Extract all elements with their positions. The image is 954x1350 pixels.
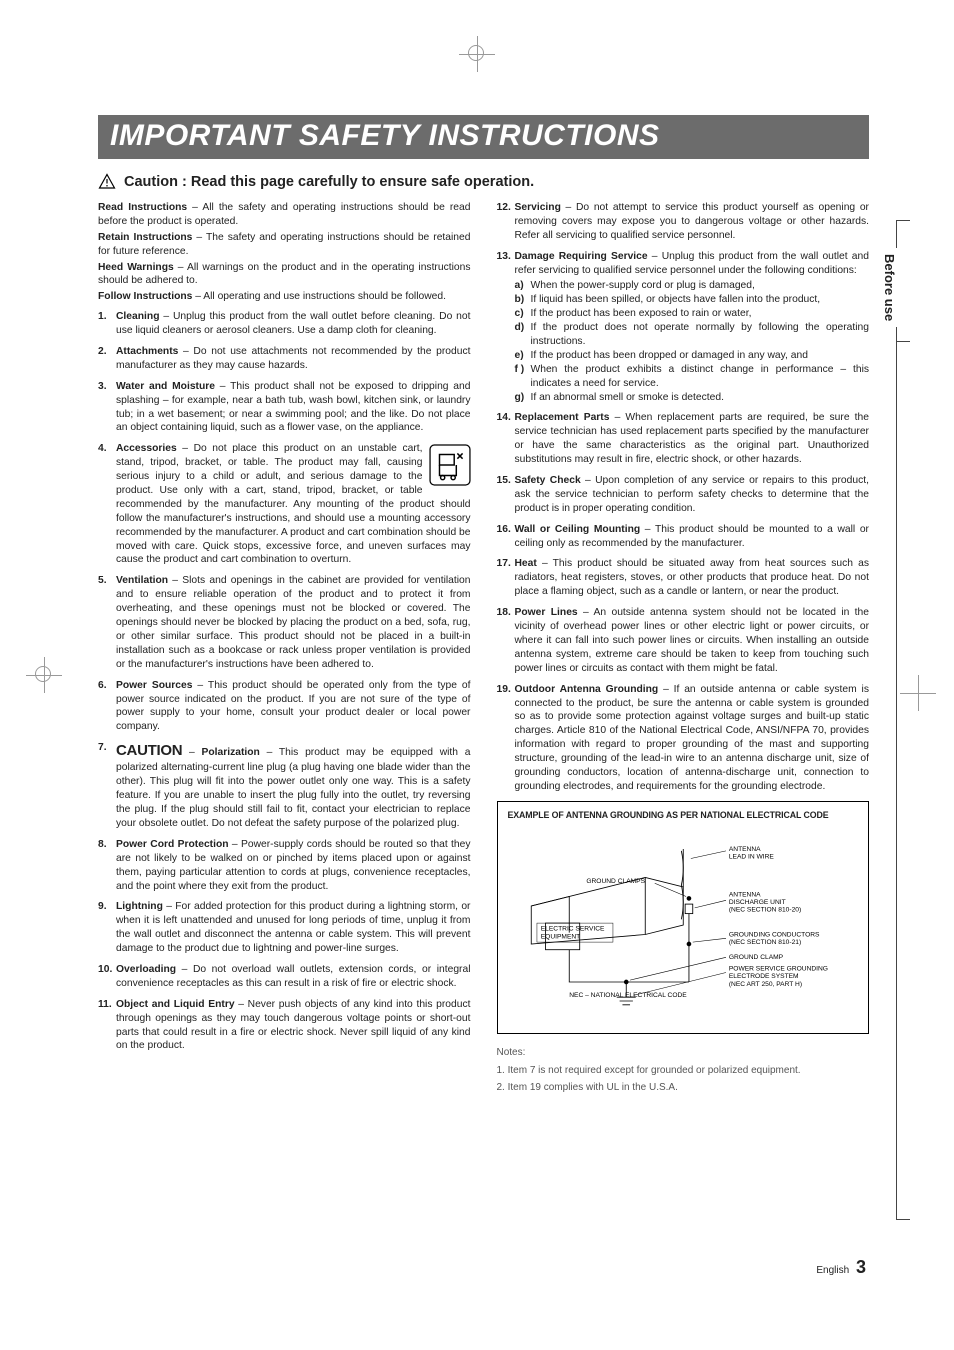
right-list: Servicing – Do not attempt to service th… bbox=[497, 201, 870, 794]
footer-page-number: 3 bbox=[856, 1257, 866, 1277]
grounding-diagram-svg: ANTENNALEAD IN WIRE GROUND CLAMPS ANTENN… bbox=[508, 830, 859, 1020]
side-index-frame bbox=[896, 220, 910, 1220]
list-item: Object and Liquid Entry – Never push obj… bbox=[98, 998, 471, 1054]
list-item: Cleaning – Unplug this product from the … bbox=[98, 310, 471, 338]
intro-line: Follow Instructions – All operating and … bbox=[98, 290, 471, 304]
lbl-ground-clamps: GROUND CLAMPS bbox=[586, 878, 645, 885]
side-tab-before-use: Before use bbox=[879, 248, 900, 327]
notes-heading: Notes: bbox=[497, 1046, 870, 1060]
page-title: IMPORTANT SAFETY INSTRUCTIONS bbox=[98, 115, 869, 159]
left-list: Cleaning – Unplug this product from the … bbox=[98, 310, 471, 1053]
lbl-ground-clamp: GROUND CLAMP bbox=[728, 954, 783, 961]
list-item: Heat – This product should be situated a… bbox=[497, 557, 870, 599]
intro-line: Read Instructions – All the safety and o… bbox=[98, 201, 471, 229]
sub-item: f )When the product exhibits a distinct … bbox=[515, 363, 870, 391]
notes-block: Notes: 1. Item 7 is not required except … bbox=[497, 1046, 870, 1095]
grounding-diagram: EXAMPLE OF ANTENNA GROUNDING AS PER NATI… bbox=[497, 801, 870, 1034]
lbl-grounding-cond: GROUNDING CONDUCTORS(NEC SECTION 810-21) bbox=[728, 931, 819, 946]
lbl-antenna-lead: ANTENNALEAD IN WIRE bbox=[728, 846, 774, 861]
list-item-13: Damage Requiring Service – Unplug this p… bbox=[497, 250, 870, 405]
list-item: Water and Moisture – This product shall … bbox=[98, 380, 471, 436]
list-item: Lightning – For added protection for thi… bbox=[98, 900, 471, 956]
left-column: Read Instructions – All the safety and o… bbox=[98, 201, 471, 1099]
list-item: Wall or Ceiling Mounting – This product … bbox=[497, 523, 870, 551]
list-item: Replacement Parts – When replacement par… bbox=[497, 411, 870, 467]
intro-line: Heed Warnings – All warnings on the prod… bbox=[98, 261, 471, 289]
diagram-heading: EXAMPLE OF ANTENNA GROUNDING AS PER NATI… bbox=[508, 810, 859, 822]
crop-mark-top bbox=[459, 36, 495, 72]
lbl-nec: NEC – NATIONAL ELECTRICAL CODE bbox=[569, 992, 687, 999]
intro-block: Read Instructions – All the safety and o… bbox=[98, 201, 471, 304]
list-item: Power Lines – An outside antenna system … bbox=[497, 606, 870, 675]
right-column: Servicing – Do not attempt to service th… bbox=[497, 201, 870, 1099]
list-item: Servicing – Do not attempt to service th… bbox=[497, 201, 870, 243]
warning-icon bbox=[98, 173, 116, 191]
list-item: Overloading – Do not overload wall outle… bbox=[98, 963, 471, 991]
caution-heading: Caution : Read this page carefully to en… bbox=[98, 173, 869, 191]
note-2: 2. Item 19 complies with UL in the U.S.A… bbox=[497, 1081, 870, 1095]
sub-item: b)If liquid has been spilled, or objects… bbox=[515, 293, 870, 307]
list-item: Outdoor Antenna Grounding – If an outsid… bbox=[497, 683, 870, 794]
list-item: Attachments – Do not use attachments not… bbox=[98, 345, 471, 373]
lbl-electric-service: ELECTRIC SERVICEEQUIPMENT bbox=[540, 925, 604, 940]
list-item: Safety Check – Upon completion of any se… bbox=[497, 474, 870, 516]
page-footer: English 3 bbox=[816, 1257, 866, 1278]
lbl-discharge: ANTENNADISCHARGE UNIT(NEC SECTION 810-20… bbox=[728, 891, 800, 913]
sub-item: a)When the power-supply cord or plug is … bbox=[515, 279, 870, 293]
list-item: Ventilation – Slots and openings in the … bbox=[98, 574, 471, 671]
sub-item: d)If the product does not operate normal… bbox=[515, 321, 870, 349]
caution-heading-text: Caution : Read this page carefully to en… bbox=[124, 174, 534, 190]
list-item: Power Sources – This product should be o… bbox=[98, 679, 471, 735]
note-1: 1. Item 7 is not required except for gro… bbox=[497, 1064, 870, 1078]
crop-mark-left bbox=[26, 657, 62, 693]
sub-item: e)If the product has been dropped or dam… bbox=[515, 349, 870, 363]
list-item: Power Cord Protection – Power-supply cor… bbox=[98, 838, 471, 894]
intro-line: Retain Instructions – The safety and ope… bbox=[98, 231, 471, 259]
list-item: Accessories – Do not place this product … bbox=[98, 442, 471, 567]
lbl-power-service: POWER SERVICE GROUNDINGELECTRODE SYSTEM(… bbox=[728, 965, 827, 987]
footer-language: English bbox=[816, 1265, 849, 1276]
cart-warning-icon bbox=[429, 444, 471, 486]
sub-item: c)If the product has been exposed to rai… bbox=[515, 307, 870, 321]
list-item: CAUTION – Polarization – This product ma… bbox=[98, 741, 471, 831]
sub-item: g)If an abnormal smell or smoke is detec… bbox=[515, 391, 870, 405]
